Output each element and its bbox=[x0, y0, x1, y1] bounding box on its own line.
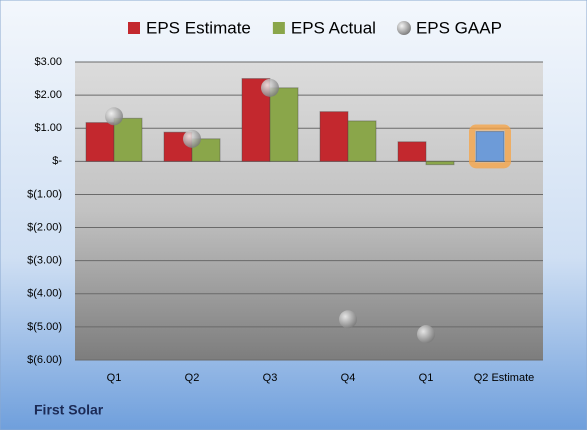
bar bbox=[269, 87, 299, 162]
y-tick-label: $(4.00) bbox=[27, 288, 62, 300]
gaap-point bbox=[261, 78, 279, 97]
chart-title: First Solar bbox=[34, 402, 104, 418]
bar bbox=[319, 111, 349, 162]
gaap-point bbox=[417, 325, 435, 344]
bar bbox=[347, 120, 377, 162]
bar-glow bbox=[469, 124, 511, 169]
legend-marker bbox=[272, 22, 285, 34]
y-tick-label: $(5.00) bbox=[27, 321, 62, 333]
legend-marker bbox=[128, 22, 140, 34]
y-tick-label: $(2.00) bbox=[27, 221, 62, 233]
y-tick-label: $(3.00) bbox=[27, 255, 62, 267]
y-tick-label: $3.00 bbox=[34, 56, 62, 68]
y-tick-label: $(1.00) bbox=[27, 188, 62, 200]
x-tick-label: Q1 bbox=[107, 372, 122, 384]
bar bbox=[397, 141, 427, 162]
plot-area bbox=[75, 62, 543, 360]
bar bbox=[113, 117, 143, 162]
gaap-point bbox=[105, 107, 123, 126]
legend-label: EPS GAAP bbox=[416, 18, 502, 37]
y-tick-label: $(6.00) bbox=[27, 354, 62, 366]
gaap-point bbox=[339, 310, 357, 329]
y-tick-label: $- bbox=[52, 155, 62, 167]
legend-label: EPS Estimate bbox=[146, 18, 251, 37]
x-tick-label: Q4 bbox=[341, 372, 356, 384]
x-tick-label: Q2 bbox=[185, 372, 200, 384]
bar bbox=[85, 122, 115, 162]
bar bbox=[475, 131, 505, 162]
bar bbox=[425, 160, 455, 166]
x-tick-label: Q3 bbox=[263, 372, 278, 384]
legend-marker bbox=[396, 21, 411, 35]
y-tick-label: $1.00 bbox=[34, 122, 62, 134]
y-tick-label: $2.00 bbox=[34, 89, 62, 101]
gaap-point bbox=[183, 129, 201, 148]
x-tick-label: Q2 Estimate bbox=[474, 372, 535, 384]
x-tick-label: Q1 bbox=[419, 372, 434, 384]
legend-label: EPS Actual bbox=[291, 18, 376, 37]
